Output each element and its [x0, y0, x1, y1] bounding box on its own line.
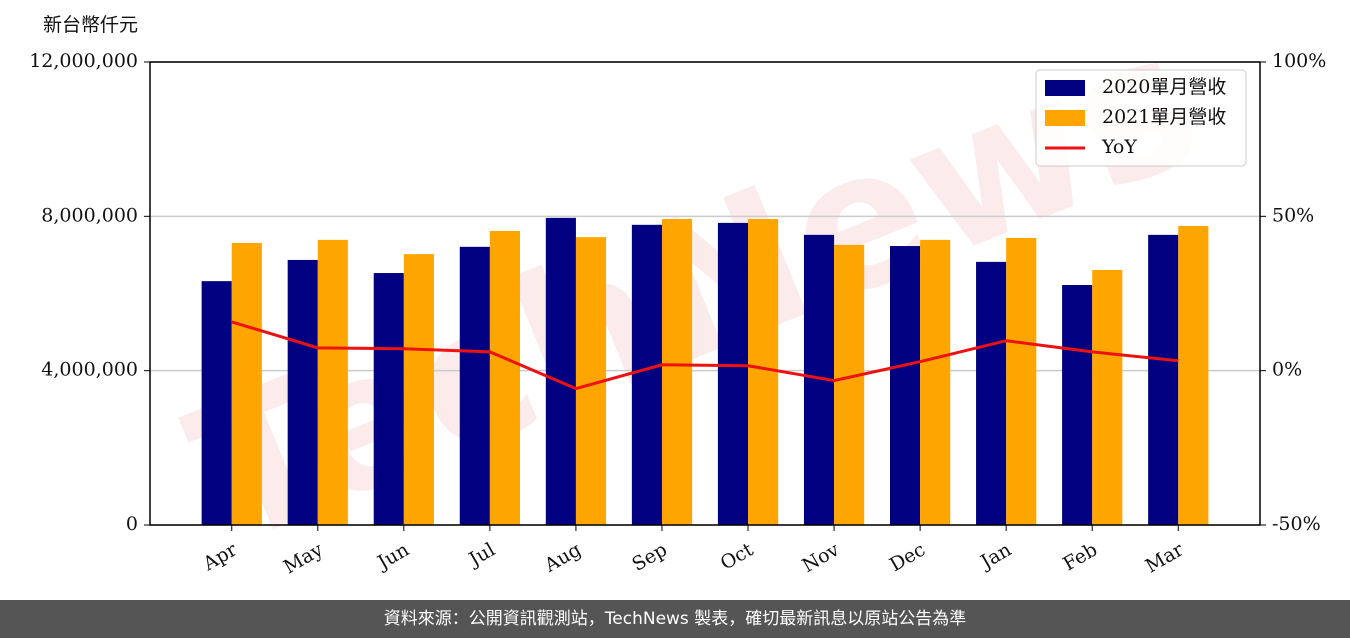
x-tick-label: Sep [628, 539, 671, 576]
bar [1178, 225, 1209, 525]
y2-tick-label: 0% [1272, 359, 1302, 381]
x-tick-label: Jan [975, 539, 1015, 575]
legend-swatch [1045, 80, 1085, 96]
bar [976, 261, 1007, 525]
bar [403, 254, 434, 525]
y2-tick-label: 100% [1272, 50, 1326, 72]
y-tick-label: 4,000,000 [41, 359, 138, 381]
bar [545, 217, 576, 526]
bar [631, 224, 662, 526]
bar [1148, 234, 1179, 525]
bar [287, 259, 318, 525]
x-tick-label: Jun [372, 539, 413, 575]
bar [1006, 237, 1037, 525]
x-tick-label: Feb [1059, 539, 1101, 576]
bar [890, 246, 921, 526]
bar [834, 244, 865, 525]
yoy-line [231, 320, 1179, 391]
bar [748, 219, 779, 525]
legend-label: YoY [1101, 136, 1137, 158]
y-tick-label: 0 [126, 513, 138, 535]
x-tick-label: Jul [464, 539, 499, 572]
y-tick-label: 8,000,000 [41, 204, 138, 226]
plot-frame [149, 61, 1261, 526]
bar [1092, 269, 1123, 525]
y-axis-label: 新台幣仟元 [43, 14, 138, 36]
legend-swatch [1045, 110, 1085, 126]
bar [661, 219, 693, 525]
footer-bar [0, 600, 1350, 638]
bar [201, 281, 232, 525]
bar [231, 242, 262, 526]
x-tick-label: Dec [886, 539, 929, 577]
y2-tick-label: 50% [1272, 204, 1314, 226]
legend-label: 2020單月營收 [1102, 76, 1226, 98]
y2-tick-label: -50% [1272, 513, 1321, 535]
source-note: 資料來源：公開資訊觀測站，TechNews 製表，確切最新訊息以原站公告為準 [384, 609, 966, 629]
x-tick-label: Nov [798, 538, 843, 577]
x-tick-label: Oct [717, 538, 758, 574]
legend-label: 2021單月營收 [1102, 106, 1226, 128]
bar [1062, 285, 1093, 525]
x-tick-label: Aug [540, 539, 585, 578]
bar [920, 239, 951, 525]
bar [459, 246, 490, 526]
legend-box [1035, 69, 1247, 167]
x-tick-label: Mar [1142, 538, 1188, 577]
y-tick-label: 12,000,000 [29, 50, 138, 72]
bar [717, 222, 749, 525]
bar [317, 239, 348, 525]
bar [373, 273, 404, 525]
bar [489, 230, 520, 525]
